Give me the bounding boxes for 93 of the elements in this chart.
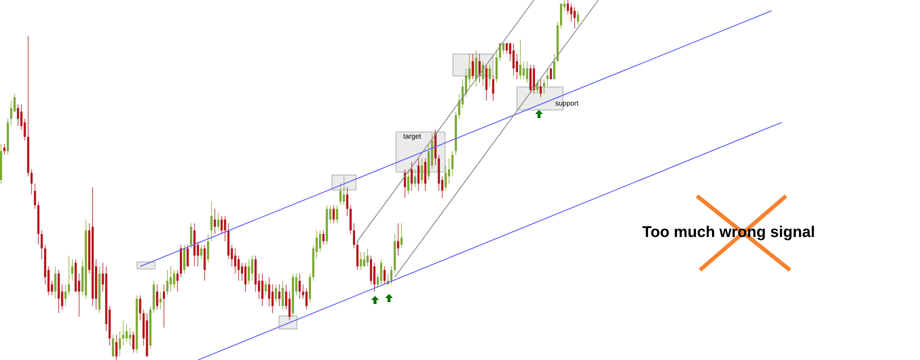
- candlestick: [224, 216, 226, 242]
- candlestick: [34, 183, 36, 210]
- candlestick: [278, 284, 280, 306]
- candlestick: [186, 244, 189, 267]
- candlestick: [444, 165, 447, 192]
- candlestick: [139, 294, 142, 321]
- candlestick: [536, 78, 538, 94]
- candlestick: [112, 334, 114, 357]
- candlestick: [346, 186, 348, 216]
- candlestick: [546, 68, 549, 87]
- candlestick: [248, 258, 250, 285]
- candlestick: [71, 258, 74, 282]
- candlestick: [16, 104, 20, 126]
- candlestick: [380, 258, 382, 285]
- candlestick: [3, 144, 6, 156]
- candlestick: [363, 252, 366, 267]
- candlestick: [519, 39, 522, 80]
- candlestick: [560, 3, 562, 30]
- candlestick: [271, 284, 274, 314]
- candlestick: [118, 330, 121, 357]
- candlestick: [417, 158, 420, 192]
- candlestick: [132, 330, 134, 354]
- candlestick: [390, 266, 392, 285]
- candlestick: [373, 262, 376, 292]
- candlestick: [308, 273, 311, 303]
- candlestick: [566, 0, 569, 15]
- candlestick: [543, 78, 546, 94]
- candlestick: [451, 150, 454, 177]
- candlestick: [170, 266, 172, 292]
- candlestick: [156, 284, 158, 310]
- candlestick: [522, 60, 525, 80]
- candlestick: [274, 284, 278, 303]
- candlestick: [159, 291, 162, 310]
- candlestick: [200, 244, 202, 260]
- candlestick: [475, 50, 478, 87]
- candlestick: [54, 266, 56, 300]
- candlestick: [400, 222, 403, 249]
- candlestick: [251, 255, 254, 282]
- candlestick: [10, 100, 12, 126]
- candlestick: [516, 54, 518, 80]
- candlestick: [162, 284, 166, 328]
- candlestick: [40, 230, 43, 260]
- candlestick: [397, 222, 400, 256]
- candlestick: [64, 284, 67, 306]
- candlestick: [506, 42, 508, 54]
- candlestick: [298, 273, 301, 300]
- candlestick: [115, 334, 118, 360]
- candlestick: [122, 320, 124, 346]
- candlestick: [234, 248, 236, 274]
- candlestick: [485, 64, 488, 102]
- candlestick: [190, 222, 192, 249]
- candlestick: [352, 222, 356, 249]
- candlestick: [210, 201, 213, 242]
- candlestick: [183, 244, 186, 274]
- candlestick: [383, 266, 386, 285]
- candlestick: [264, 280, 267, 296]
- candlestick: [502, 42, 504, 54]
- candlestick: [288, 291, 291, 321]
- candlestick: [173, 270, 176, 288]
- candlestick: [424, 158, 426, 192]
- candlestick: [128, 327, 132, 346]
- candlestick: [370, 255, 372, 285]
- candlestick: [570, 3, 572, 22]
- candlestick: [214, 208, 216, 234]
- candlestick: [305, 288, 308, 310]
- candlestick: [350, 204, 352, 234]
- candlestick: [420, 158, 423, 184]
- candlestick: [410, 162, 413, 192]
- candlestick: [261, 273, 264, 306]
- candlestick: [488, 64, 491, 87]
- candlestick: [176, 270, 179, 292]
- candlestick: [356, 240, 358, 270]
- candlestick: [244, 262, 246, 292]
- candlestick: [282, 280, 284, 310]
- candlestick: [512, 42, 515, 76]
- candlestick: [472, 54, 474, 80]
- candlestick: [366, 248, 369, 267]
- candlestick: [540, 78, 542, 98]
- candlestick: [204, 244, 206, 282]
- candlestick: [360, 252, 362, 270]
- candlestick: [206, 234, 210, 264]
- candlestick: [448, 158, 450, 184]
- candlestick: [553, 54, 556, 80]
- candlestick: [529, 64, 532, 94]
- candlestick: [126, 324, 128, 342]
- candlestick: [238, 255, 240, 282]
- candlestick: [318, 230, 322, 252]
- candlestick: [217, 212, 220, 231]
- candlestick: [495, 50, 498, 84]
- candlestick: [220, 216, 223, 234]
- candlestick: [407, 168, 410, 195]
- candlestick: [268, 276, 270, 306]
- candlestick: [492, 75, 494, 102]
